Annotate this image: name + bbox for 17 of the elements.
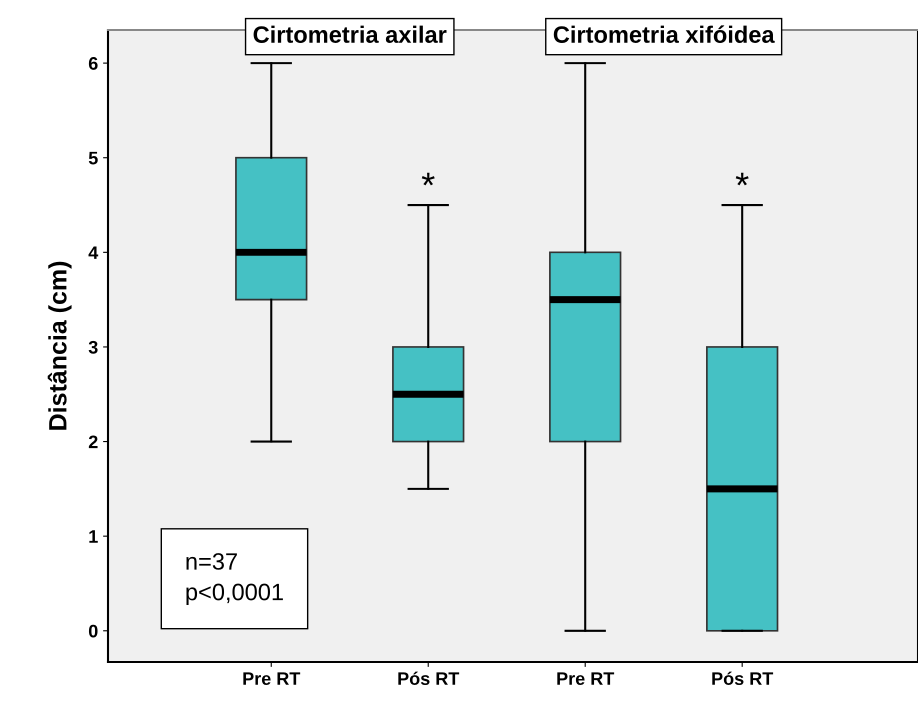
- y-tick-label: 2: [88, 435, 98, 448]
- y-tick-label: 0: [88, 624, 98, 638]
- y-tick-label: 6: [88, 57, 98, 70]
- y-tick-label: 1: [89, 530, 98, 543]
- x-tick-label: Pre RT: [557, 672, 614, 685]
- y-tick-label: 4: [88, 246, 98, 259]
- y-tick-label: 5: [88, 152, 98, 164]
- x-tick-label: Pós RT: [398, 672, 460, 685]
- annotation: *: [422, 172, 435, 186]
- y-axis-title: Distância (cm): [48, 262, 72, 430]
- x-tick-label: Pre RT: [243, 672, 300, 685]
- y-tick-label: 3: [88, 340, 98, 354]
- annotation: *: [736, 172, 749, 186]
- x-tick-label: Pós RT: [712, 672, 774, 685]
- annotation: Cirtometria xifóidea: [554, 25, 775, 43]
- annotation: Cirtometria axilar: [254, 26, 446, 43]
- annotation: n=37 p<0,0001: [186, 553, 283, 606]
